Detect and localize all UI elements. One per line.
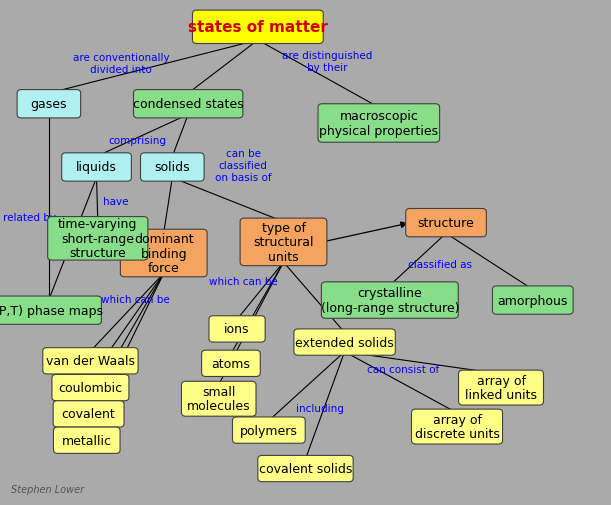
- Text: type of
structural
units: type of structural units: [253, 221, 314, 264]
- Text: extended solids: extended solids: [295, 336, 394, 349]
- Text: can be
classified
on basis of: can be classified on basis of: [215, 149, 271, 182]
- FancyBboxPatch shape: [232, 417, 306, 443]
- Text: array of
discrete units: array of discrete units: [415, 413, 499, 440]
- FancyBboxPatch shape: [202, 350, 260, 377]
- FancyBboxPatch shape: [294, 329, 395, 356]
- FancyBboxPatch shape: [54, 427, 120, 453]
- FancyBboxPatch shape: [0, 296, 101, 325]
- FancyBboxPatch shape: [62, 154, 131, 182]
- Text: comprising: comprising: [109, 135, 166, 145]
- Text: including: including: [296, 403, 344, 413]
- Text: metallic: metallic: [62, 434, 112, 447]
- FancyBboxPatch shape: [181, 382, 256, 416]
- FancyBboxPatch shape: [53, 401, 124, 427]
- FancyBboxPatch shape: [209, 316, 265, 342]
- Text: Stephen Lower: Stephen Lower: [11, 484, 84, 494]
- Text: crystalline
(long-range structure): crystalline (long-range structure): [321, 287, 459, 314]
- FancyBboxPatch shape: [192, 11, 323, 44]
- Text: related by: related by: [3, 212, 56, 222]
- Text: gases: gases: [31, 98, 67, 111]
- Text: van der Waals: van der Waals: [46, 355, 135, 368]
- FancyBboxPatch shape: [133, 90, 243, 119]
- FancyBboxPatch shape: [48, 217, 148, 261]
- Text: are distinguished
by their: are distinguished by their: [282, 51, 372, 72]
- Text: small
molecules: small molecules: [187, 385, 251, 413]
- Text: macroscopic
physical properties: macroscopic physical properties: [320, 110, 438, 137]
- Text: liquids: liquids: [76, 161, 117, 174]
- FancyBboxPatch shape: [141, 154, 204, 182]
- Text: ions: ions: [224, 323, 250, 336]
- FancyBboxPatch shape: [412, 409, 502, 444]
- FancyBboxPatch shape: [492, 286, 573, 315]
- Text: covalent: covalent: [62, 408, 115, 421]
- FancyBboxPatch shape: [17, 90, 81, 119]
- Text: atoms: atoms: [211, 357, 251, 370]
- FancyBboxPatch shape: [406, 209, 486, 237]
- FancyBboxPatch shape: [318, 105, 440, 143]
- Text: dominant
binding
force: dominant binding force: [134, 232, 194, 275]
- FancyBboxPatch shape: [120, 230, 207, 277]
- FancyBboxPatch shape: [458, 371, 544, 405]
- Text: covalent solids: covalent solids: [259, 462, 352, 475]
- Text: structure: structure: [418, 217, 474, 230]
- Text: (P,T) phase maps: (P,T) phase maps: [0, 304, 103, 317]
- Text: time-varying
short-range
structure: time-varying short-range structure: [58, 218, 137, 260]
- Text: states of matter: states of matter: [188, 20, 327, 35]
- Text: have: have: [103, 197, 129, 207]
- Text: are conventionally
divided into: are conventionally divided into: [73, 54, 169, 75]
- Text: polymers: polymers: [240, 424, 298, 437]
- Text: amorphous: amorphous: [497, 294, 568, 307]
- Text: classified as: classified as: [408, 260, 472, 270]
- Text: coulombic: coulombic: [59, 381, 122, 394]
- Text: solids: solids: [155, 161, 190, 174]
- Text: array of
linked units: array of linked units: [465, 374, 537, 401]
- FancyBboxPatch shape: [43, 348, 138, 374]
- FancyBboxPatch shape: [321, 282, 458, 319]
- FancyBboxPatch shape: [52, 375, 129, 401]
- Text: which can be: which can be: [101, 294, 170, 304]
- FancyBboxPatch shape: [240, 219, 327, 266]
- Text: can consist of: can consist of: [367, 365, 439, 375]
- Text: which can be: which can be: [209, 277, 277, 287]
- FancyBboxPatch shape: [258, 456, 353, 482]
- Text: condensed states: condensed states: [133, 98, 244, 111]
